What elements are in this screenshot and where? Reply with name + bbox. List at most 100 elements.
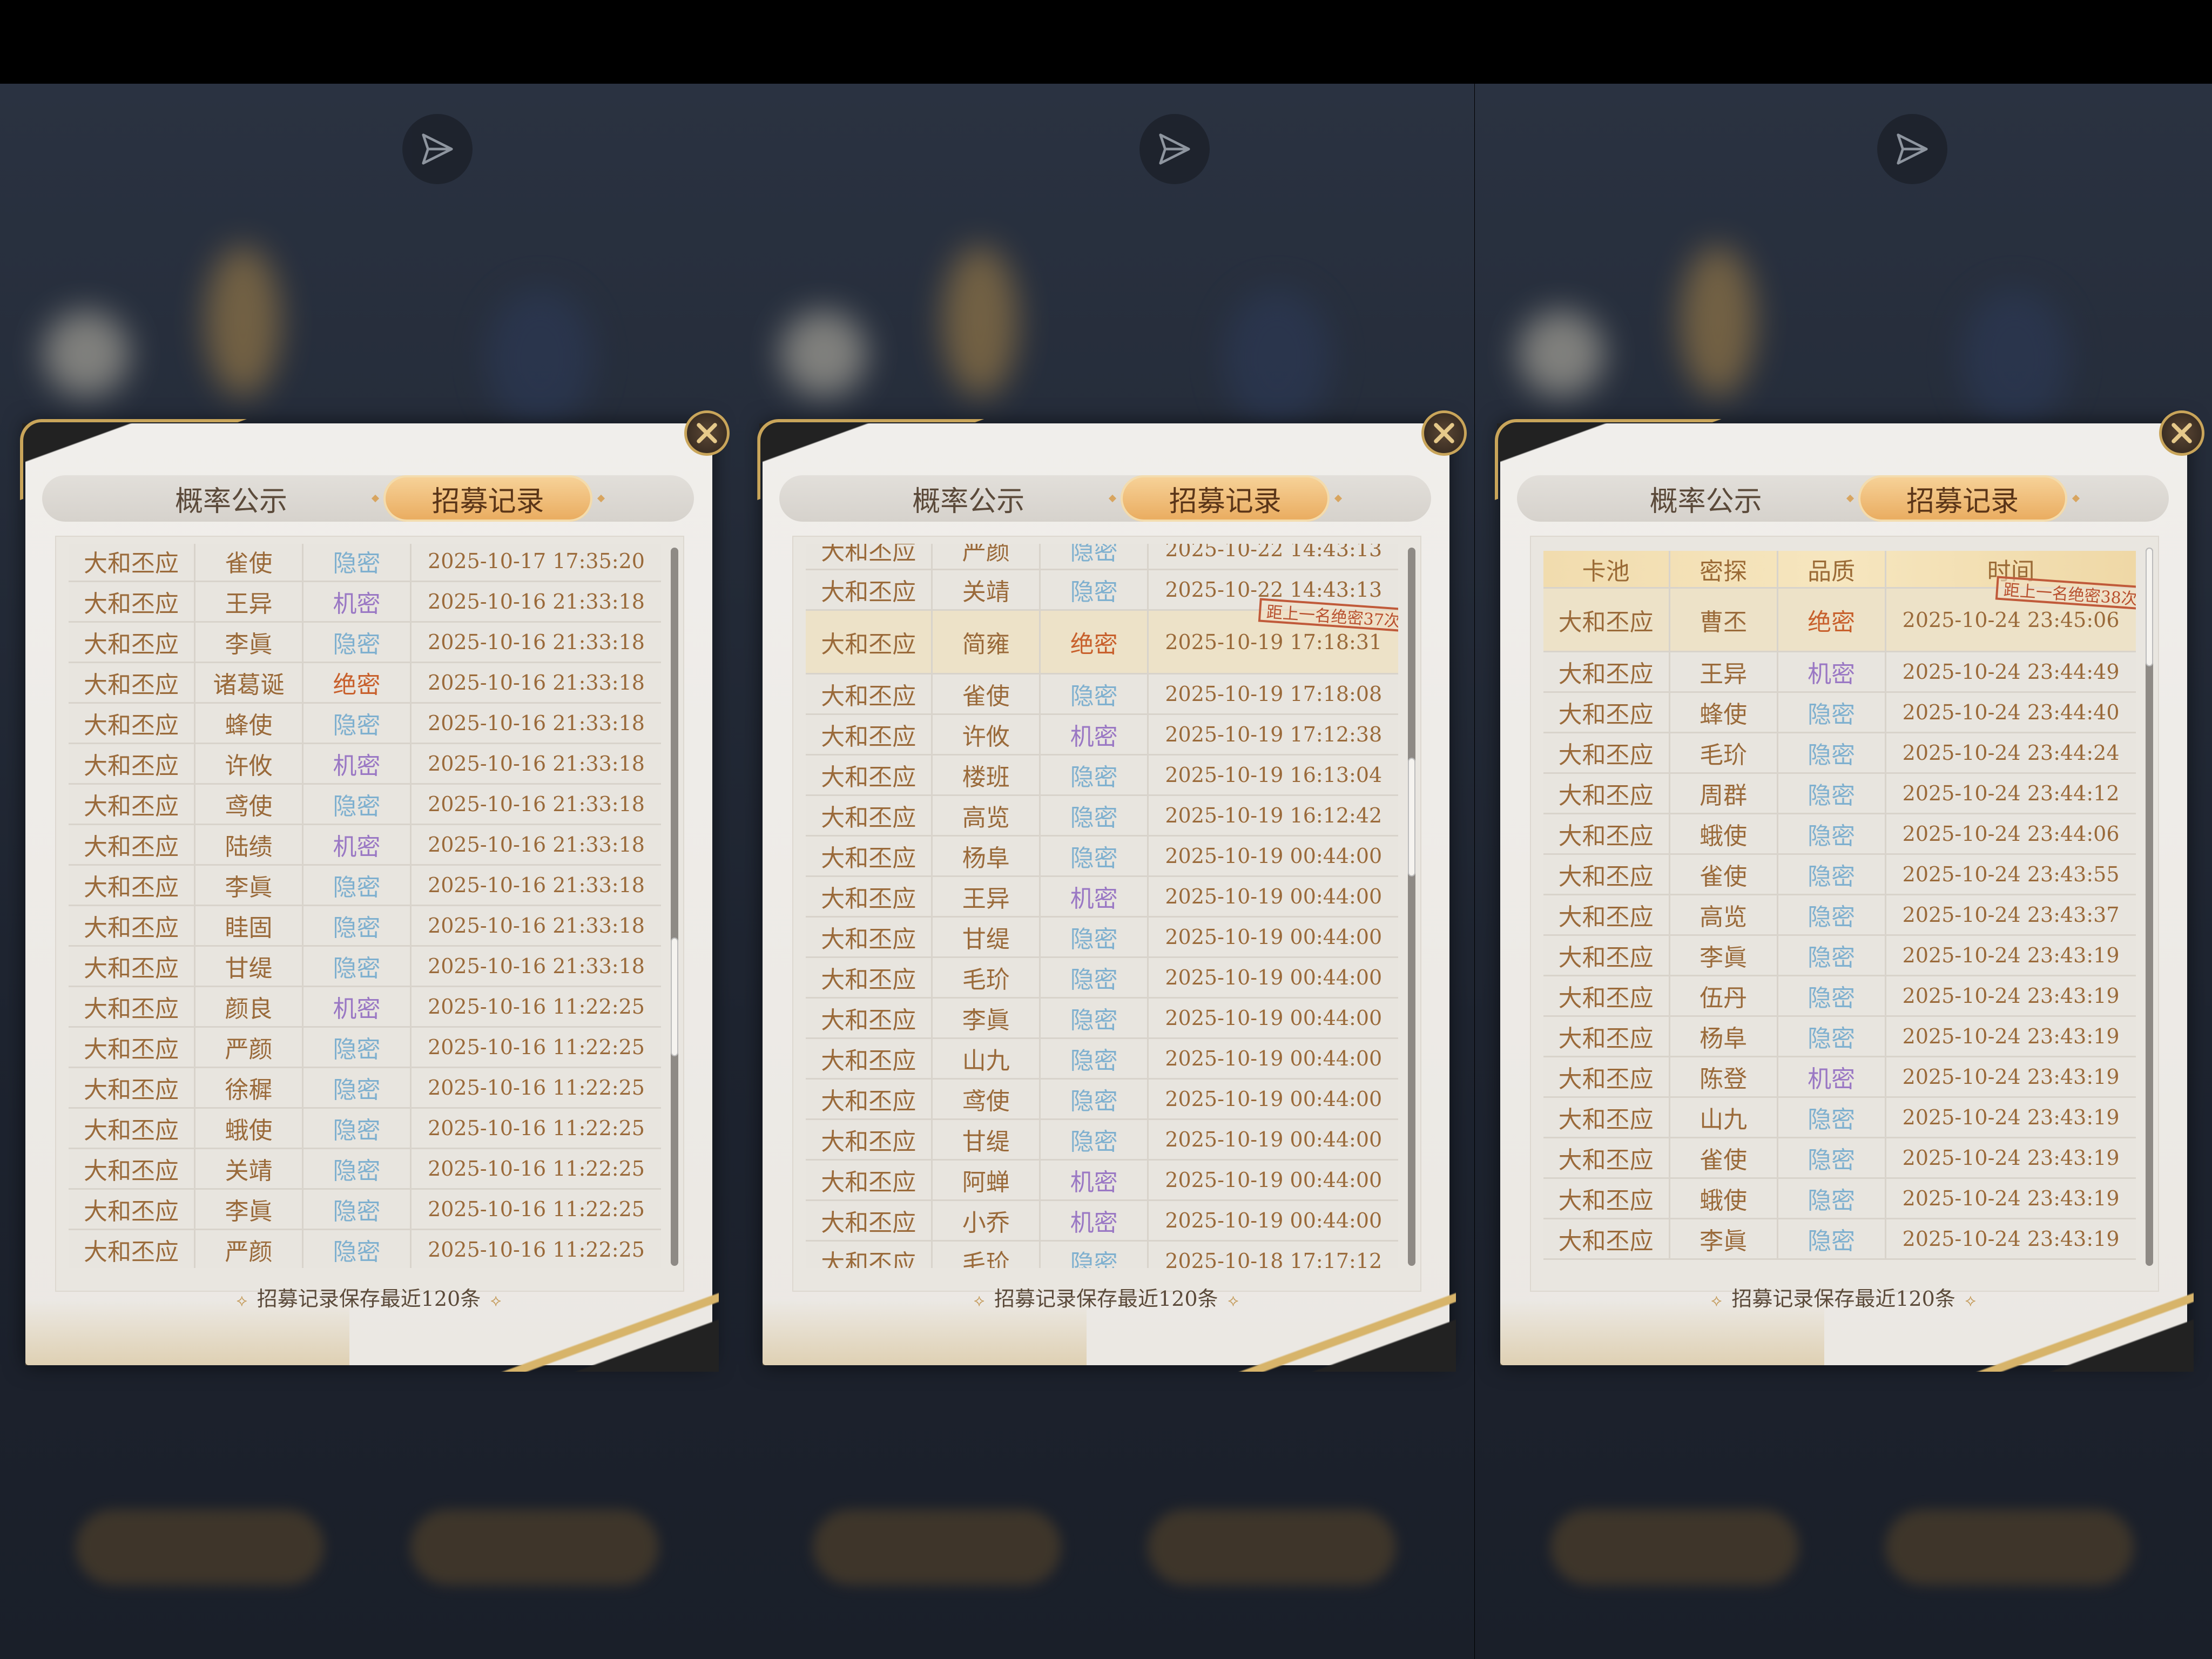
agent-cell: 甘缇 <box>933 1120 1041 1159</box>
scrollbar-thumb[interactable] <box>2145 548 2153 666</box>
scrollbar[interactable] <box>671 548 678 1266</box>
record-list[interactable]: 大和丕应 严颜 隐密 2025-10-22 14:43:13 大和丕应 关靖 隐… <box>806 544 1399 1268</box>
quality-cell: 隐密 <box>1041 999 1149 1037</box>
close-button[interactable] <box>1421 410 1467 456</box>
quality-cell: 隐密 <box>304 1109 412 1148</box>
quality-cell: 机密 <box>1041 1161 1149 1199</box>
table-row: 大和丕应 李眞 隐密 2025-10-19 00:44:00 <box>806 999 1399 1039</box>
quality-cell: 机密 <box>304 744 412 783</box>
table-row: 大和丕应 蛾使 隐密 2025-10-24 23:44:06 <box>1543 814 2136 855</box>
time-cell: 2025-10-24 23:43:19 <box>1886 976 2136 1015</box>
pool-cell: 大和丕应 <box>69 1149 195 1188</box>
quality-cell: 机密 <box>1778 652 1886 691</box>
time-cell: 2025-10-24 23:43:37 <box>1886 895 2136 934</box>
quality-cell: 隐密 <box>1778 895 1886 934</box>
ornament-icon: ⟡ <box>1711 1291 1722 1310</box>
table-row: 大和丕应 许攸 机密 2025-10-19 17:12:38 <box>806 715 1399 756</box>
send-button[interactable] <box>402 114 473 184</box>
time-cell: 2025-10-16 11:22:25 <box>412 1028 661 1067</box>
column-header: 密探 <box>1670 551 1778 587</box>
record-list[interactable]: 大和丕应 雀使 隐密 2025-10-17 17:35:20 大和丕应 王异 机… <box>69 544 661 1268</box>
tab-probability[interactable]: 概率公示 <box>912 485 1025 518</box>
tab-probability[interactable]: 概率公示 <box>174 485 287 518</box>
gold-decoration <box>757 419 984 500</box>
agent-cell: 山九 <box>933 1039 1041 1078</box>
agent-cell: 杨阜 <box>1670 1017 1778 1056</box>
quality-cell: 隐密 <box>1778 814 1886 853</box>
table-row: 大和丕应 阿蝉 机密 2025-10-19 00:44:00 <box>806 1161 1399 1201</box>
tab-probability[interactable]: 概率公示 <box>1649 485 1762 518</box>
tab-recruit-record[interactable]: 招募记录 <box>1121 475 1330 522</box>
quality-cell: 机密 <box>304 987 412 1026</box>
pool-cell: 大和丕应 <box>1543 976 1670 1015</box>
quality-cell: 隐密 <box>304 866 412 905</box>
record-list[interactable]: 卡池 密探 品质 时间 大和丕应 曹丕 绝密 2025-10-24 23:45:06 距… <box>1543 544 2136 1268</box>
time-cell: 2025-10-19 00:44:00 <box>1149 1039 1398 1078</box>
time-cell: 2025-10-16 21:33:18 <box>412 785 661 824</box>
time-cell: 2025-10-24 23:44:49 <box>1886 652 2136 691</box>
time-cell: 2025-10-19 16:12:42 <box>1149 796 1398 835</box>
pool-cell: 大和丕应 <box>69 785 195 824</box>
pool-cell: 大和丕应 <box>69 987 195 1026</box>
tab-recruit-record[interactable]: 招募记录 <box>1858 475 2067 522</box>
agent-cell: 王异 <box>195 582 304 621</box>
time-cell: 2025-10-16 11:22:25 <box>412 987 661 1026</box>
agent-cell: 蜂使 <box>195 704 304 743</box>
time-cell: 2025-10-16 11:22:25 <box>412 1068 661 1107</box>
table-row: 大和丕应 王异 机密 2025-10-24 23:44:49 <box>1543 652 2136 693</box>
time-text: 2025-10-16 21:33:18 <box>428 630 645 654</box>
time-text: 2025-10-19 17:12:38 <box>1165 723 1382 746</box>
time-cell: 2025-10-16 11:22:25 <box>412 1149 661 1188</box>
send-button[interactable] <box>1877 114 1947 184</box>
pool-cell: 大和丕应 <box>806 1039 933 1078</box>
quality-cell: 隐密 <box>1778 774 1886 813</box>
quality-cell: 隐密 <box>1778 693 1886 732</box>
time-text: 2025-10-19 00:44:00 <box>1165 1087 1382 1111</box>
tab-recruit-record[interactable]: 招募记录 <box>383 475 592 522</box>
recruit-record-dialog: 概率公示 招募记录 大和丕应 雀使 隐密 2025-10-17 17:35:20… <box>20 410 730 1372</box>
time-text: 2025-10-24 23:44:12 <box>1902 781 2120 805</box>
table-row: 大和丕应 高览 隐密 2025-10-19 16:12:42 <box>806 796 1399 837</box>
send-button[interactable] <box>1139 114 1210 184</box>
scrollbar[interactable] <box>2145 548 2153 1266</box>
background-emblem <box>780 311 867 397</box>
screen-panel: 概率公示 招募记录 卡池 密探 品质 时间 大和丕应 曹丕 绝密 2025-10-24… <box>1474 84 2212 1659</box>
time-cell: 2025-10-19 00:44:00 <box>1149 1120 1398 1159</box>
time-text: 2025-10-18 17:17:12 <box>1165 1249 1382 1268</box>
pool-cell: 大和丕应 <box>806 837 933 875</box>
time-cell: 2025-10-17 17:35:20 <box>412 544 661 581</box>
time-text: 2025-10-16 11:22:25 <box>428 1076 645 1100</box>
table-row: 大和丕应 甘缇 隐密 2025-10-16 21:33:18 <box>69 947 661 987</box>
recruit-record-dialog: 概率公示 招募记录 卡池 密探 品质 时间 大和丕应 曹丕 绝密 2025-10-24… <box>1494 410 2204 1372</box>
time-text: 2025-10-24 23:43:19 <box>1902 1186 2120 1210</box>
scrollbar-thumb[interactable] <box>671 937 678 1056</box>
tab-bar: 概率公示 招募记录 <box>42 475 694 522</box>
time-text: 2025-10-24 23:43:19 <box>1902 1065 2120 1089</box>
table-row: 大和丕应 陆绩 机密 2025-10-16 21:33:18 <box>69 825 661 866</box>
scrollbar[interactable] <box>1408 548 1416 1266</box>
agent-cell: 许攸 <box>195 744 304 783</box>
quality-cell: 隐密 <box>304 704 412 743</box>
pool-cell: 大和丕应 <box>69 1190 195 1229</box>
time-text: 2025-10-24 23:44:24 <box>1902 741 2120 765</box>
screen-panel: 概率公示 招募记录 大和丕应 雀使 隐密 2025-10-17 17:35:20… <box>0 84 737 1659</box>
close-button[interactable] <box>684 410 730 456</box>
scrollbar-thumb[interactable] <box>1408 757 1416 876</box>
quality-cell: 绝密 <box>304 663 412 702</box>
quality-cell: 隐密 <box>1778 1219 1886 1258</box>
footer-note: ⟡ 招募记录保存最近120条 ⟡ <box>1500 1282 2187 1312</box>
close-button[interactable] <box>2159 410 2204 456</box>
agent-cell: 雀使 <box>195 544 304 581</box>
pool-cell: 大和丕应 <box>806 958 933 997</box>
time-cell: 2025-10-16 11:22:25 <box>412 1190 661 1229</box>
pool-cell: 大和丕应 <box>69 866 195 905</box>
table-row: 大和丕应 关靖 隐密 2025-10-16 11:22:25 <box>69 1149 661 1190</box>
time-cell: 2025-10-22 14:43:13 <box>1149 544 1398 569</box>
time-text: 2025-10-16 21:33:18 <box>428 833 645 857</box>
table-row: 大和丕应 陈登 机密 2025-10-24 23:43:19 <box>1543 1057 2136 1098</box>
pool-cell: 大和丕应 <box>69 1068 195 1107</box>
record-table: 卡池 密探 品质 时间 大和丕应 曹丕 绝密 2025-10-24 23:45:06 距… <box>1529 536 2159 1292</box>
pool-cell: 大和丕应 <box>69 947 195 986</box>
time-text: 2025-10-16 21:33:18 <box>428 752 645 775</box>
table-row: 大和丕应 高览 隐密 2025-10-24 23:43:37 <box>1543 895 2136 936</box>
